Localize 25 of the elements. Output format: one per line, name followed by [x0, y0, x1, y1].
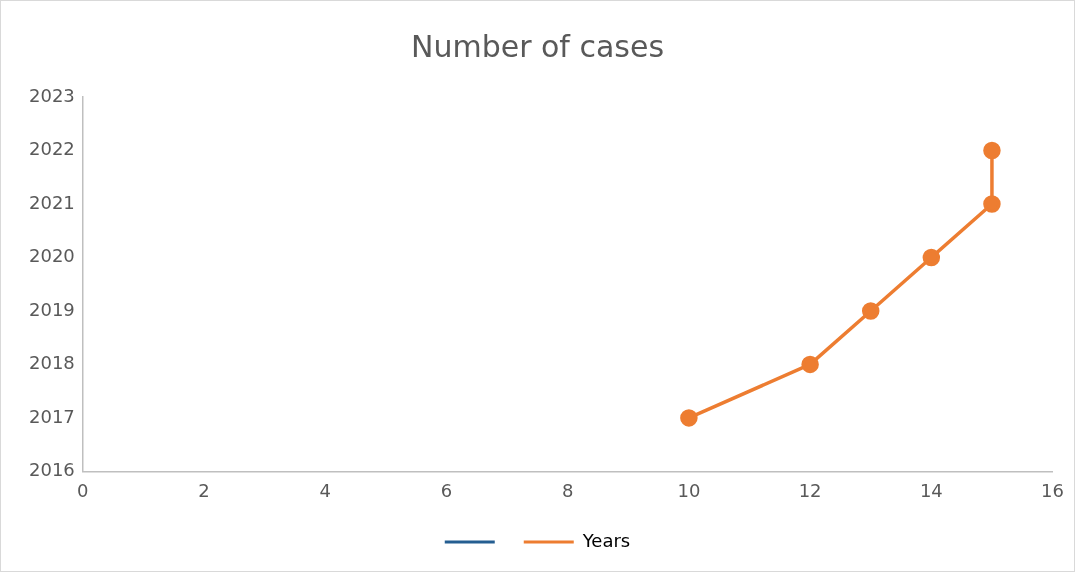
- x-tick-label: 0: [77, 479, 89, 501]
- y-tick-label: 2020: [29, 245, 75, 267]
- point: [861, 302, 880, 320]
- x-tick-label: 8: [561, 479, 574, 501]
- x-tick-label: 12: [798, 479, 822, 501]
- y-tick-label: 2018: [29, 352, 75, 374]
- x-tick-label: 6: [440, 479, 453, 501]
- x-tick-label: 4: [319, 479, 331, 501]
- x-tick-label: 10: [677, 479, 701, 501]
- y-tick-label: 2023: [29, 84, 75, 106]
- point: [922, 248, 941, 267]
- chart-title: Number of cases: [410, 28, 665, 64]
- point: [983, 141, 1001, 160]
- y-tick-label: 2019: [29, 298, 75, 320]
- y-tick-label: 2022: [29, 138, 75, 160]
- point: [801, 355, 819, 374]
- legend-label: Years: [581, 529, 631, 551]
- y-tick-label: 2016: [29, 459, 75, 481]
- x-tick-label: 14: [919, 479, 943, 501]
- x-tick-label: 16: [1041, 479, 1064, 501]
- x-tick-label: 2: [198, 479, 210, 501]
- y-tick-label: 2021: [29, 191, 75, 213]
- y-tick-label: 2017: [29, 405, 75, 427]
- point: [983, 195, 1001, 213]
- point: [680, 409, 698, 427]
